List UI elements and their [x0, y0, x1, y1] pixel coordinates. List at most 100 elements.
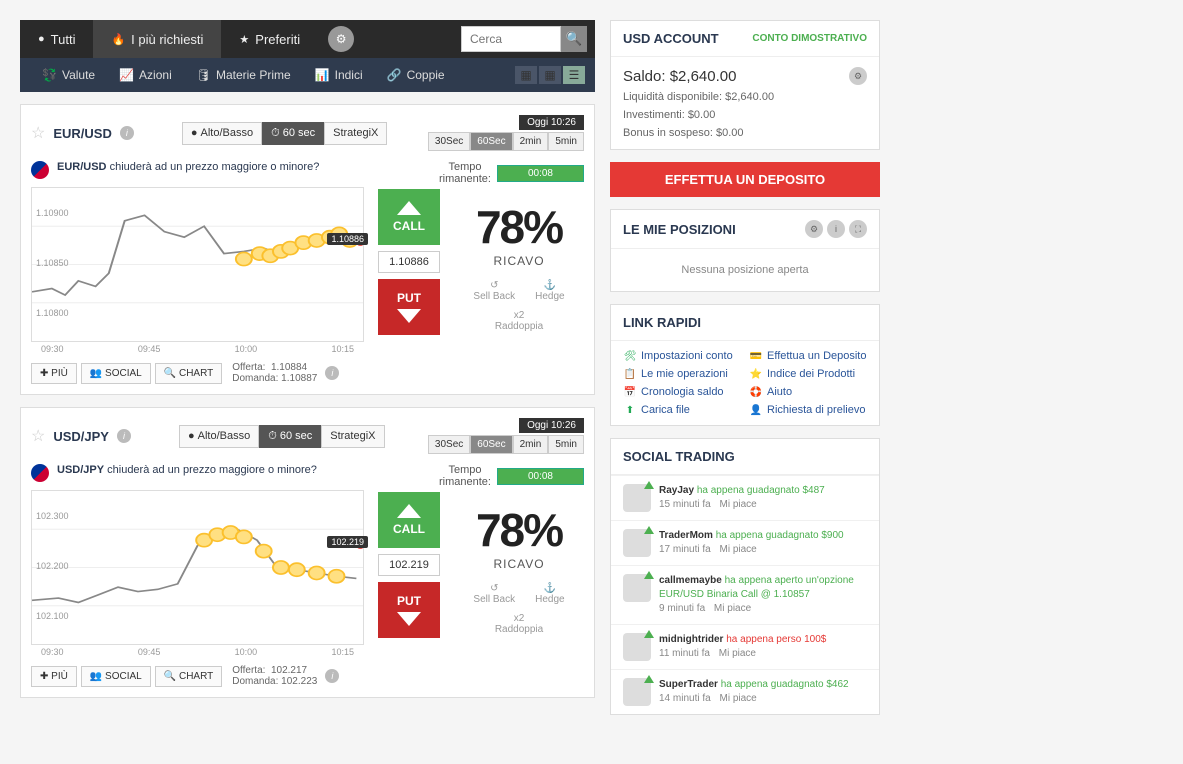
view-grid-large[interactable]: ▦ — [515, 66, 537, 84]
deposit-button[interactable]: EFFETTUA UN DEPOSITO — [610, 162, 880, 197]
timeframe-5m[interactable]: 5min — [548, 435, 584, 454]
quicklink-icon: 📅 — [623, 385, 637, 399]
timeframe-30s[interactable]: 30Sec — [428, 132, 470, 151]
favorite-star[interactable]: ☆ — [31, 426, 45, 446]
sellback-button[interactable]: ↺Sell Back — [473, 583, 515, 605]
double-button[interactable]: x2Raddoppia — [454, 310, 584, 332]
put-button[interactable]: PUT — [378, 582, 440, 638]
social-action: ha appena guadagnato $487 — [697, 485, 825, 496]
sellback-button[interactable]: ↺Sell Back — [473, 280, 515, 302]
indices-icon: 📊 — [315, 68, 330, 82]
avatar[interactable] — [623, 633, 651, 661]
nav-currencies[interactable]: 💱Valute — [30, 68, 107, 82]
avatar[interactable] — [623, 484, 651, 512]
countdown-timer: 00:08 — [497, 165, 584, 182]
quicklinks-title: LINK RAPIDI — [623, 315, 701, 330]
info-icon[interactable]: i — [117, 429, 131, 443]
more-button[interactable]: ✚ PIÙ — [31, 363, 77, 384]
social-username[interactable]: SuperTrader — [659, 679, 718, 690]
positions-info-icon[interactable]: i — [827, 220, 845, 238]
nav-commodities[interactable]: 🛢Materie Prime — [184, 68, 303, 82]
timeframe-5m[interactable]: 5min — [548, 132, 584, 151]
quick-link[interactable]: 🛠Impostazioni conto — [623, 349, 741, 363]
search-button[interactable]: 🔍 — [561, 26, 587, 52]
quick-link[interactable]: 👤Richiesta di prelievo — [749, 403, 867, 417]
nav-pairs[interactable]: 🔗Coppie — [375, 68, 457, 82]
like-button[interactable]: Mi piace — [719, 648, 756, 659]
hedge-button[interactable]: ⚓Hedge — [535, 583, 564, 605]
mode-strategix[interactable]: StrategiX — [324, 122, 387, 145]
quicklink-icon: 👤 — [749, 403, 763, 417]
mode-highlow[interactable]: ●Alto/Basso — [182, 122, 262, 145]
social-action: ha appena guadagnato $462 — [721, 679, 849, 690]
nav-stocks[interactable]: 📈Azioni — [107, 68, 184, 82]
price-chart[interactable]: 1.109001.108501.10800 1.10886 — [31, 187, 364, 342]
like-button[interactable]: Mi piace — [714, 603, 751, 614]
call-button[interactable]: CALL — [378, 189, 440, 245]
mode-highlow[interactable]: ●Alto/Basso — [179, 425, 259, 448]
double-button[interactable]: x2Raddoppia — [454, 613, 584, 635]
price-chart[interactable]: 102.300102.200102.100 102.219 — [31, 490, 364, 645]
social-time: 17 minuti fa — [659, 544, 711, 555]
pairs-icon: 🔗 — [387, 68, 402, 82]
positions-settings-icon[interactable]: ⚙ — [805, 220, 823, 238]
search-input[interactable] — [461, 26, 561, 52]
quick-link[interactable]: 📋Le mie operazioni — [623, 367, 741, 381]
info-icon[interactable]: i — [325, 366, 339, 380]
settings-button[interactable]: ⚙ — [328, 26, 354, 52]
social-username[interactable]: TraderMom — [659, 530, 713, 541]
tab-favorites[interactable]: ★Preferiti — [221, 20, 318, 58]
current-price-tag: 1.10886 — [327, 233, 368, 245]
call-button[interactable]: CALL — [378, 492, 440, 548]
category-nav: 💱Valute 📈Azioni 🛢Materie Prime 📊Indici 🔗… — [20, 58, 595, 92]
timeframe-30s[interactable]: 30Sec — [428, 435, 470, 454]
dot-icon: ● — [38, 33, 45, 45]
more-button[interactable]: ✚ PIÙ — [31, 666, 77, 687]
avatar[interactable] — [623, 574, 651, 602]
tab-popular[interactable]: 🔥I più richiesti — [93, 20, 221, 58]
favorite-star[interactable]: ☆ — [31, 123, 45, 143]
social-button[interactable]: 👥 SOCIAL — [81, 363, 151, 384]
quick-link[interactable]: 📅Cronologia saldo — [623, 385, 741, 399]
countdown-timer: 00:08 — [497, 468, 584, 485]
avatar[interactable] — [623, 678, 651, 706]
chart-button[interactable]: 🔍 CHART — [155, 666, 223, 687]
tab-all[interactable]: ●Tutti — [20, 20, 93, 58]
view-list[interactable]: ☰ — [563, 66, 585, 84]
price-display: 1.10886 — [378, 251, 440, 273]
account-settings-icon[interactable]: ⚙ — [849, 67, 867, 85]
quick-link[interactable]: ⭐Indice dei Prodotti — [749, 367, 867, 381]
social-username[interactable]: RayJay — [659, 485, 694, 496]
social-username[interactable]: midnightrider — [659, 634, 723, 645]
like-button[interactable]: Mi piace — [719, 544, 756, 555]
quick-link[interactable]: 💳Effettua un Deposito — [749, 349, 867, 363]
view-grid-small[interactable]: ▦ — [539, 66, 561, 84]
quick-link[interactable]: ⬆Carica file — [623, 403, 741, 417]
like-button[interactable]: Mi piace — [719, 499, 756, 510]
avatar[interactable] — [623, 529, 651, 557]
timeframe-60s[interactable]: 60Sec — [470, 435, 512, 454]
social-username[interactable]: callmemaybe — [659, 575, 722, 586]
timeframe-2m[interactable]: 2min — [513, 132, 549, 151]
timeframe-2m[interactable]: 2min — [513, 435, 549, 454]
asset-question: EUR/USD chiuderà ad un prezzo maggiore o… — [57, 161, 319, 173]
quicklink-icon: 🛠 — [623, 349, 637, 363]
positions-expand-icon[interactable]: ⛶ — [849, 220, 867, 238]
quick-link[interactable]: 🛟Aiuto — [749, 385, 867, 399]
asset-card: ☆ USD/JPY i ●Alto/Basso ⏱60 sec Strategi… — [20, 407, 595, 698]
nav-indices[interactable]: 📊Indici — [303, 68, 375, 82]
info-icon[interactable]: i — [325, 669, 339, 683]
social-item: midnightrider ha appena perso 100$ 11 mi… — [611, 624, 879, 669]
chart-button[interactable]: 🔍 CHART — [155, 363, 223, 384]
mode-strategix[interactable]: StrategiX — [321, 425, 384, 448]
social-button[interactable]: 👥 SOCIAL — [81, 666, 151, 687]
asset-question: USD/JPY chiuderà ad un prezzo maggiore o… — [57, 464, 317, 476]
like-button[interactable]: Mi piace — [719, 693, 756, 704]
mode-60sec[interactable]: ⏱60 sec — [262, 122, 324, 145]
info-icon[interactable]: i — [120, 126, 134, 140]
timeframe-60s[interactable]: 60Sec — [470, 132, 512, 151]
hedge-button[interactable]: ⚓Hedge — [535, 280, 564, 302]
top-tabs: ●Tutti 🔥I più richiesti ★Preferiti ⚙ 🔍 — [20, 20, 595, 58]
mode-60sec[interactable]: ⏱60 sec — [259, 425, 321, 448]
put-button[interactable]: PUT — [378, 279, 440, 335]
